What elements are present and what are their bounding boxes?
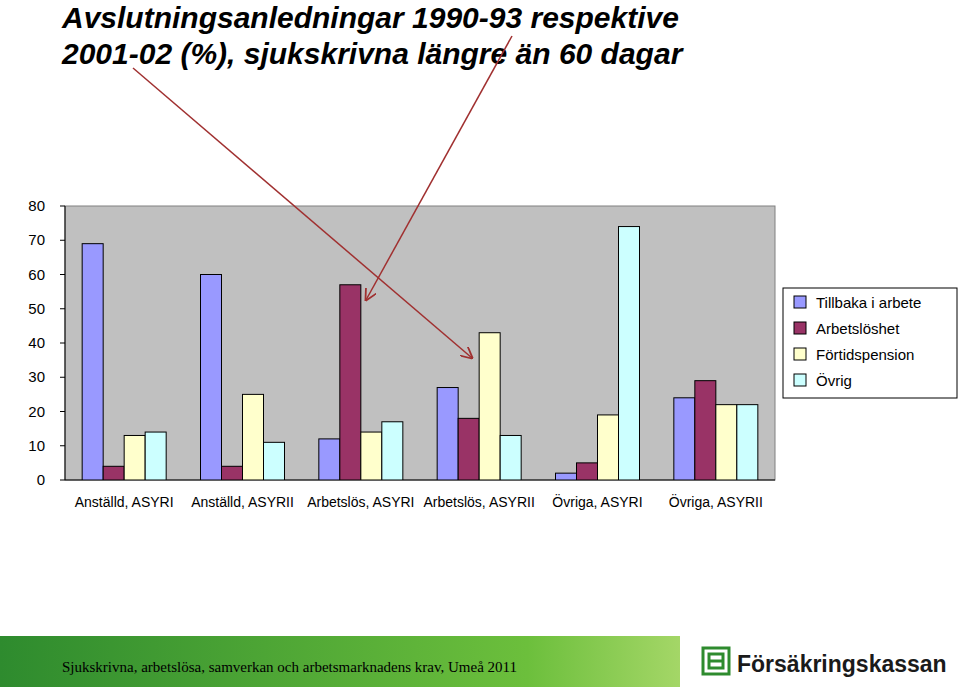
bar (361, 432, 382, 480)
y-tick (60, 308, 65, 309)
legend-swatch (794, 322, 806, 334)
bar (619, 227, 640, 480)
annotation-arrow (366, 36, 512, 300)
y-tick (60, 274, 65, 275)
legend-label: Arbetslöshet (816, 320, 900, 337)
legend-label: Tillbaka i arbete (816, 294, 921, 311)
y-tick-label: 20 (28, 403, 45, 420)
bar (319, 439, 340, 480)
y-tick (60, 343, 65, 344)
y-tick-label: 0 (37, 471, 45, 488)
bar (479, 333, 500, 480)
chart-root: 0 10 20 30 40 50 60 70 80 Anställd, ASYRI Anställd… (0, 0, 959, 687)
legend-swatch (794, 296, 806, 308)
y-tick (60, 377, 65, 378)
x-axis-line (65, 480, 775, 481)
bar (124, 435, 145, 480)
bar (737, 405, 758, 480)
footer-text: Sjukskrivna, arbetslösa, samverkan och a… (62, 659, 517, 675)
x-tick-label: Övriga, ASYRI (552, 493, 642, 510)
bars (82, 227, 758, 480)
y-tick-label: 40 (28, 334, 45, 351)
x-tick-label: Anställd, ASYRII (191, 494, 294, 510)
bar (577, 463, 598, 480)
bar (716, 405, 737, 480)
y-tick-label: 80 (28, 197, 45, 214)
bar (500, 435, 521, 480)
legend: Tillbaka i arbete Arbetslöshet Förtidspens… (783, 288, 957, 398)
y-tick-label: 30 (28, 368, 45, 385)
y-tick (60, 411, 65, 412)
bar (201, 275, 222, 481)
plot-background (65, 206, 775, 480)
legend-box (783, 288, 957, 398)
bar (243, 394, 264, 480)
bar (340, 285, 361, 480)
annotation-arrow (133, 68, 472, 358)
title: Avslutningsanledningar 1990-93 respektiv… (61, 1, 679, 34)
bar (82, 244, 103, 480)
legend-swatch (794, 348, 806, 360)
bar (458, 418, 479, 480)
bar (222, 466, 243, 480)
logo-text: Försäkringskassan (737, 651, 947, 677)
x-tick-label: Övriga, ASYRII (669, 493, 763, 510)
bar (437, 388, 458, 480)
logo-icon-mark (709, 654, 723, 668)
bar (103, 466, 124, 480)
y-tick-label: 60 (28, 266, 45, 283)
y-tick-label: 50 (28, 300, 45, 317)
legend-label: Övrig (816, 372, 852, 389)
y-tick (60, 206, 65, 207)
y-tick-label: 10 (28, 437, 45, 454)
bar (674, 398, 695, 480)
bar (556, 473, 577, 480)
bar (382, 422, 403, 480)
bar (598, 415, 619, 480)
y-tick (60, 445, 65, 446)
bar (695, 381, 716, 480)
logo-icon (703, 648, 729, 674)
y-tick-label: 70 (28, 231, 45, 248)
footer-band (0, 636, 959, 687)
title: 2001-02 (%), sjukskrivna längre än 60 da… (61, 37, 685, 70)
legend-label: Förtidspension (816, 346, 914, 363)
y-tick (60, 480, 65, 481)
bar (145, 432, 166, 480)
x-tick-label: Arbetslös, ASYRII (424, 494, 535, 510)
bar (264, 442, 285, 480)
x-tick-label: Arbetslös, ASYRI (307, 494, 414, 510)
y-tick (60, 240, 65, 241)
legend-swatch (794, 374, 806, 386)
footer-logo-area (680, 636, 959, 687)
x-tick-label: Anställd, ASYRI (75, 494, 174, 510)
